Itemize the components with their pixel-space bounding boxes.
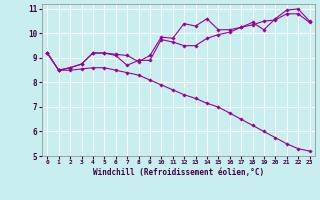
X-axis label: Windchill (Refroidissement éolien,°C): Windchill (Refroidissement éolien,°C) <box>93 168 264 177</box>
